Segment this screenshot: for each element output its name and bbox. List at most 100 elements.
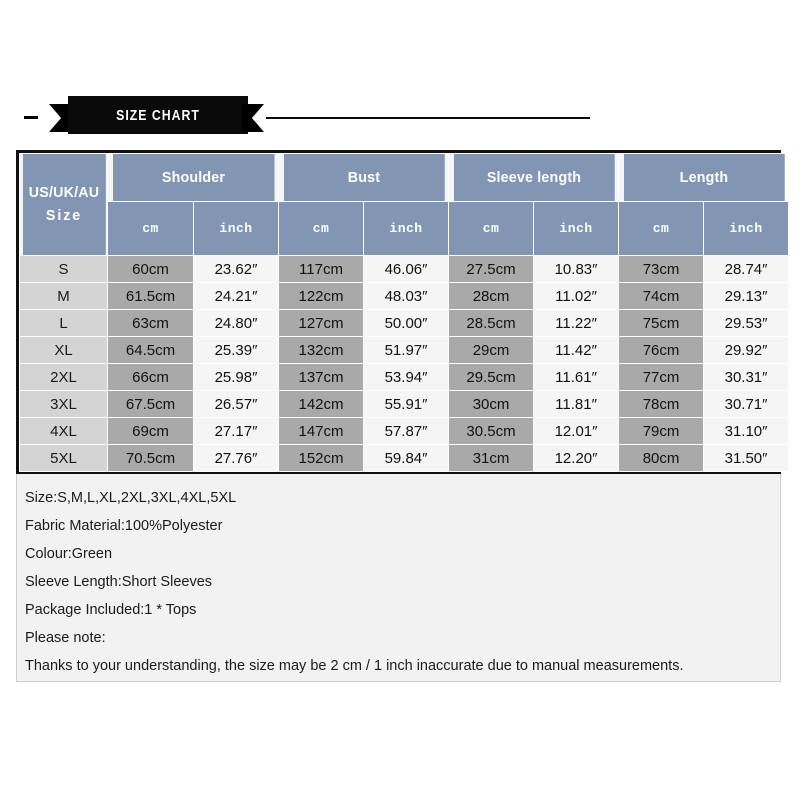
cell-sleeve-inch: 11.61″ bbox=[533, 363, 620, 391]
cell-shoulder-inch: 24.80″ bbox=[192, 309, 280, 337]
cell-length-inch: 29.53″ bbox=[703, 309, 790, 337]
cell-length-inch: 29.92″ bbox=[703, 336, 790, 364]
column-header-size: US/UK/AU Size bbox=[21, 153, 106, 256]
cell-length-cm: 75cm bbox=[618, 309, 705, 337]
cell-bust-inch: 59.84″ bbox=[363, 444, 450, 472]
note-package: Package Included:1 * Tops bbox=[25, 602, 197, 618]
cell-bust-inch: 53.94″ bbox=[363, 363, 450, 391]
table-row: M 61.5cm 24.21″ 122cm 48.03″ 28cm 11.02″ 74cm 29… bbox=[19, 282, 790, 310]
cell-sleeve-cm: 27.5cm bbox=[448, 255, 535, 283]
cell-length-cm: 80cm bbox=[618, 444, 705, 472]
table-row: 2XL 66cm 25.98″ 137cm 53.94″ 29.5cm 11.61″ 77cm… bbox=[19, 363, 790, 391]
cell-sleeve-inch: 11.81″ bbox=[533, 390, 620, 418]
cell-shoulder-inch: 26.57″ bbox=[192, 390, 280, 418]
cell-bust-inch: 50.00″ bbox=[363, 309, 450, 337]
ribbon-tail-right-icon bbox=[242, 104, 264, 132]
cell-bust-inch: 46.06″ bbox=[363, 255, 450, 283]
cell-shoulder-cm: 70.5cm bbox=[107, 444, 194, 472]
cell-bust-cm: 117cm bbox=[278, 255, 365, 283]
cell-shoulder-inch: 23.62″ bbox=[192, 255, 280, 283]
column-header-bust: Bust bbox=[282, 153, 445, 202]
cell-length-inch: 28.74″ bbox=[703, 255, 790, 283]
unit-header-sleeve-inch: inch bbox=[533, 201, 620, 256]
unit-header-bust-cm: cm bbox=[278, 201, 365, 256]
cell-sleeve-inch: 10.83″ bbox=[533, 255, 620, 283]
cell-length-cm: 78cm bbox=[618, 390, 705, 418]
cell-size: M bbox=[19, 282, 108, 310]
banner-plate: SIZE CHART bbox=[68, 96, 248, 134]
cell-bust-cm: 152cm bbox=[278, 444, 365, 472]
note-please: Please note: bbox=[25, 630, 106, 646]
column-header-shoulder: Shoulder bbox=[111, 153, 275, 202]
cell-bust-inch: 48.03″ bbox=[363, 282, 450, 310]
cell-bust-cm: 142cm bbox=[278, 390, 365, 418]
column-header-sleeve-length: Sleeve length bbox=[452, 153, 615, 202]
cell-shoulder-cm: 66cm bbox=[107, 363, 194, 391]
cell-sleeve-cm: 30cm bbox=[448, 390, 535, 418]
cell-sleeve-cm: 28cm bbox=[448, 282, 535, 310]
unit-header-length-cm: cm bbox=[618, 201, 705, 256]
unit-header-shoulder-inch: inch bbox=[192, 201, 280, 256]
table-row: 5XL 70.5cm 27.76″ 152cm 59.84″ 31cm 12.20″ 80cm… bbox=[19, 444, 790, 472]
cell-length-cm: 73cm bbox=[618, 255, 705, 283]
cell-bust-inch: 51.97″ bbox=[363, 336, 450, 364]
cell-bust-cm: 122cm bbox=[278, 282, 365, 310]
table-row: 4XL 69cm 27.17″ 147cm 57.87″ 30.5cm 12.01″ 79cm… bbox=[19, 417, 790, 445]
size-table: US/UK/AU Size Shoulder Bust Sleeve lengt… bbox=[19, 153, 790, 472]
table-row: 3XL 67.5cm 26.57″ 142cm 55.91″ 30cm 11.81″ 78cm… bbox=[19, 390, 790, 418]
horizontal-rule-icon bbox=[266, 117, 590, 119]
cell-length-inch: 30.71″ bbox=[703, 390, 790, 418]
column-header-length: Length bbox=[622, 153, 785, 202]
cell-size: 2XL bbox=[19, 363, 108, 391]
cell-size: 4XL bbox=[19, 417, 108, 445]
cell-sleeve-cm: 29.5cm bbox=[448, 363, 535, 391]
size-table-container: US/UK/AU Size Shoulder Bust Sleeve lengt… bbox=[16, 150, 790, 475]
table-row: XL 64.5cm 25.39″ 132cm 51.97″ 29cm 11.42″ 76cm 2… bbox=[19, 336, 790, 364]
cell-shoulder-inch: 25.98″ bbox=[192, 363, 280, 391]
cell-length-cm: 79cm bbox=[618, 417, 705, 445]
cell-size: 3XL bbox=[19, 390, 108, 418]
product-notes: Size:S,M,L,XL,2XL,3XL,4XL,5XL Fabric Mat… bbox=[16, 474, 781, 682]
table-header-units: cm inch cm inch cm inch cm inch bbox=[20, 201, 790, 256]
page-title: SIZE CHART bbox=[116, 106, 200, 124]
cell-shoulder-cm: 69cm bbox=[107, 417, 194, 445]
unit-header-bust-inch: inch bbox=[363, 201, 450, 256]
cell-sleeve-cm: 28.5cm bbox=[448, 309, 535, 337]
cell-shoulder-cm: 67.5cm bbox=[107, 390, 194, 418]
note-sleeve: Sleeve Length:Short Sleeves bbox=[25, 574, 213, 590]
cell-bust-cm: 147cm bbox=[278, 417, 365, 445]
table-header: US/UK/AU Size Shoulder Bust Sleeve lengt… bbox=[20, 153, 790, 256]
cell-length-cm: 76cm bbox=[618, 336, 705, 364]
cell-bust-cm: 127cm bbox=[278, 309, 365, 337]
cell-bust-cm: 132cm bbox=[278, 336, 365, 364]
cell-sleeve-inch: 12.20″ bbox=[533, 444, 620, 472]
note-disclaimer: Thanks to your understanding, the size m… bbox=[25, 658, 684, 674]
cell-shoulder-cm: 64.5cm bbox=[107, 336, 194, 364]
cell-shoulder-inch: 24.21″ bbox=[192, 282, 280, 310]
cell-bust-inch: 57.87″ bbox=[363, 417, 450, 445]
unit-header-sleeve-cm: cm bbox=[448, 201, 535, 256]
column-header-size-line2: Size bbox=[45, 206, 82, 224]
note-colour: Colour:Green bbox=[25, 546, 113, 562]
cell-length-inch: 29.13″ bbox=[703, 282, 790, 310]
cell-length-inch: 31.50″ bbox=[703, 444, 790, 472]
cell-length-inch: 31.10″ bbox=[703, 417, 790, 445]
cell-bust-inch: 55.91″ bbox=[363, 390, 450, 418]
table-row: S 60cm 23.62″ 117cm 46.06″ 27.5cm 10.83″ 73cm 28… bbox=[19, 255, 790, 283]
dash-icon bbox=[24, 116, 38, 119]
cell-length-cm: 74cm bbox=[618, 282, 705, 310]
cell-size: XL bbox=[19, 336, 108, 364]
cell-sleeve-cm: 29cm bbox=[448, 336, 535, 364]
table-header-groups: US/UK/AU Size Shoulder Bust Sleeve lengt… bbox=[20, 153, 789, 256]
cell-shoulder-inch: 25.39″ bbox=[192, 336, 280, 364]
cell-sleeve-inch: 12.01″ bbox=[533, 417, 620, 445]
cell-length-inch: 30.31″ bbox=[703, 363, 790, 391]
column-header-size-line1: US/UK/AU bbox=[28, 184, 99, 201]
cell-shoulder-inch: 27.76″ bbox=[192, 444, 280, 472]
banner: SIZE CHART bbox=[16, 96, 796, 140]
cell-size: L bbox=[19, 309, 108, 337]
table-body: S 60cm 23.62″ 117cm 46.06″ 27.5cm 10.83″ 73cm 28… bbox=[19, 255, 790, 472]
note-sizes: Size:S,M,L,XL,2XL,3XL,4XL,5XL bbox=[25, 490, 237, 506]
cell-sleeve-cm: 31cm bbox=[448, 444, 535, 472]
